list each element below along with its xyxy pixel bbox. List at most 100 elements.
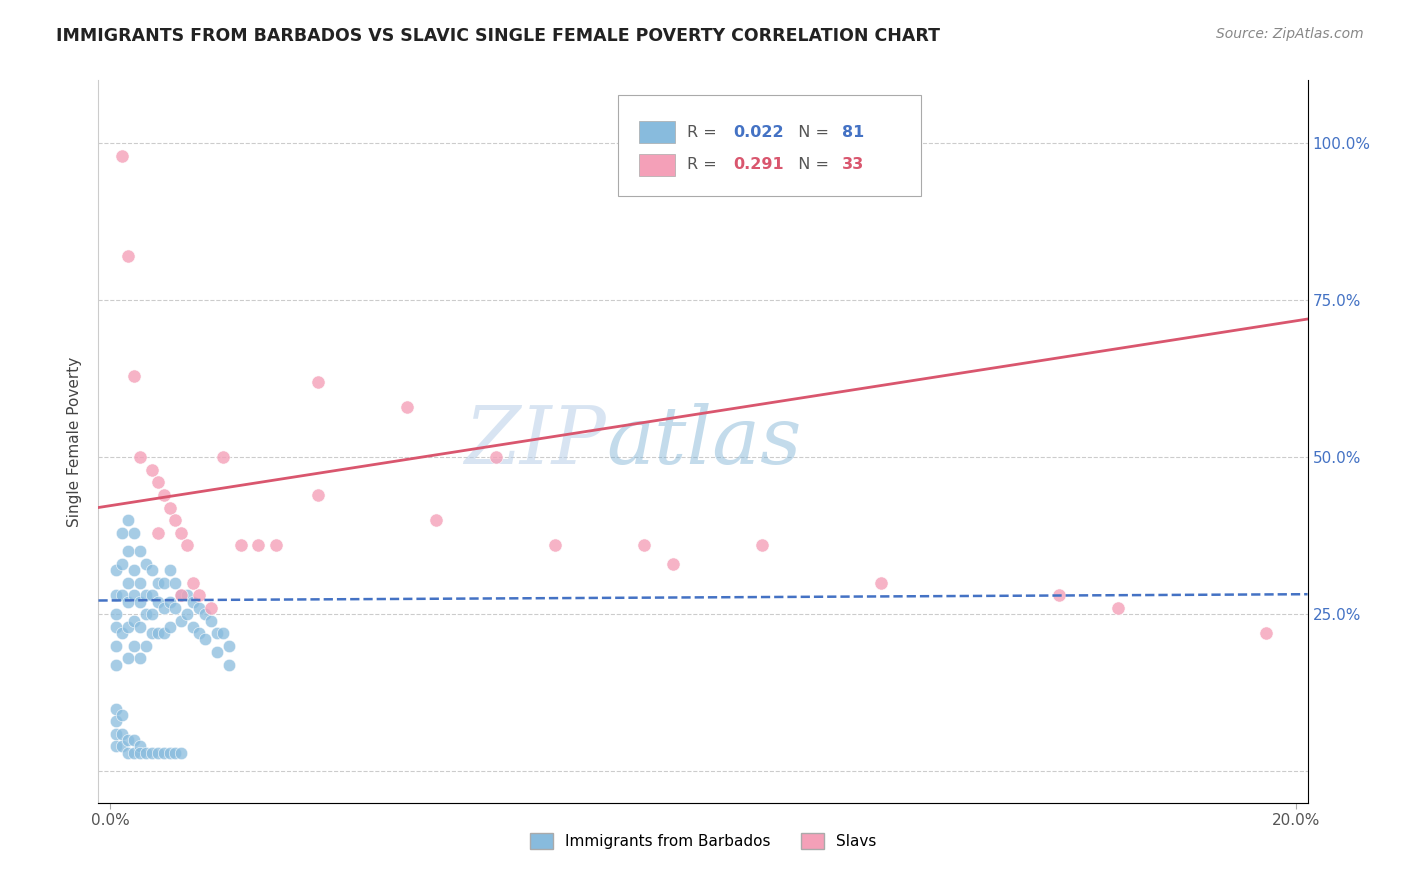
Point xyxy=(141,463,163,477)
Point xyxy=(170,589,193,603)
Point xyxy=(122,639,145,653)
Point xyxy=(146,475,169,490)
Point xyxy=(129,739,152,754)
Text: IMMIGRANTS FROM BARBADOS VS SLAVIC SINGLE FEMALE POVERTY CORRELATION CHART: IMMIGRANTS FROM BARBADOS VS SLAVIC SINGL… xyxy=(56,27,941,45)
Point xyxy=(111,149,134,163)
Point xyxy=(122,614,145,628)
Point xyxy=(218,657,240,672)
Point xyxy=(141,563,163,577)
Point xyxy=(117,575,139,590)
Point xyxy=(395,400,418,414)
Point xyxy=(111,727,134,741)
Point xyxy=(129,620,152,634)
Point xyxy=(146,575,169,590)
Point xyxy=(152,746,174,760)
Point xyxy=(105,607,128,622)
Point xyxy=(1107,601,1129,615)
Point xyxy=(111,557,134,571)
Point xyxy=(159,620,181,634)
Point xyxy=(105,701,128,715)
Point xyxy=(218,639,240,653)
Point xyxy=(176,607,198,622)
Point xyxy=(212,626,235,640)
Point xyxy=(111,739,134,754)
Point xyxy=(135,607,157,622)
Point xyxy=(129,575,152,590)
Point xyxy=(135,589,157,603)
Point xyxy=(170,614,193,628)
Point xyxy=(105,620,128,634)
Point xyxy=(152,575,174,590)
Point xyxy=(181,620,204,634)
Text: 81: 81 xyxy=(842,125,865,140)
Text: atlas: atlas xyxy=(606,403,801,480)
Point xyxy=(129,450,152,465)
Point xyxy=(105,563,128,577)
Point xyxy=(105,727,128,741)
Point xyxy=(194,607,217,622)
Point xyxy=(165,746,187,760)
Point xyxy=(159,563,181,577)
Point xyxy=(111,589,134,603)
Y-axis label: Single Female Poverty: Single Female Poverty xyxy=(67,357,83,526)
Point xyxy=(152,488,174,502)
Point xyxy=(181,595,204,609)
Point xyxy=(105,739,128,754)
Point xyxy=(205,645,228,659)
Point xyxy=(170,589,193,603)
Point xyxy=(165,513,187,527)
FancyBboxPatch shape xyxy=(638,154,675,176)
Point xyxy=(135,639,157,653)
Text: 0.291: 0.291 xyxy=(734,157,785,172)
Point xyxy=(159,595,181,609)
Point xyxy=(188,589,211,603)
Point xyxy=(229,538,252,552)
Point xyxy=(1254,626,1277,640)
Point xyxy=(129,595,152,609)
Text: ZIP: ZIP xyxy=(464,403,606,480)
Point xyxy=(117,544,139,558)
Point xyxy=(633,538,655,552)
Point xyxy=(264,538,287,552)
Point xyxy=(544,538,567,552)
Point xyxy=(122,589,145,603)
Point xyxy=(105,639,128,653)
Point xyxy=(212,450,235,465)
Text: N =: N = xyxy=(787,125,834,140)
Point xyxy=(117,620,139,634)
Text: Source: ZipAtlas.com: Source: ZipAtlas.com xyxy=(1216,27,1364,41)
Point xyxy=(105,714,128,728)
Point xyxy=(425,513,447,527)
Text: N =: N = xyxy=(787,157,834,172)
Point xyxy=(165,575,187,590)
Point xyxy=(135,557,157,571)
Point xyxy=(146,746,169,760)
Point xyxy=(159,746,181,760)
Point xyxy=(152,626,174,640)
Point xyxy=(117,733,139,747)
FancyBboxPatch shape xyxy=(638,121,675,143)
Text: R =: R = xyxy=(688,125,723,140)
Point xyxy=(146,525,169,540)
Text: R =: R = xyxy=(688,157,723,172)
FancyBboxPatch shape xyxy=(619,95,921,196)
Point xyxy=(165,601,187,615)
Point xyxy=(146,626,169,640)
Point xyxy=(1047,589,1070,603)
Point xyxy=(122,525,145,540)
Point xyxy=(135,746,157,760)
Point xyxy=(146,595,169,609)
Point xyxy=(247,538,270,552)
Point xyxy=(188,601,211,615)
Point xyxy=(117,651,139,665)
Point xyxy=(181,575,204,590)
Point xyxy=(117,595,139,609)
Point xyxy=(194,632,217,647)
Point xyxy=(176,538,198,552)
Point xyxy=(141,589,163,603)
Point xyxy=(176,589,198,603)
Point xyxy=(141,607,163,622)
Point xyxy=(111,707,134,722)
Text: 0.022: 0.022 xyxy=(734,125,785,140)
Point xyxy=(200,601,222,615)
